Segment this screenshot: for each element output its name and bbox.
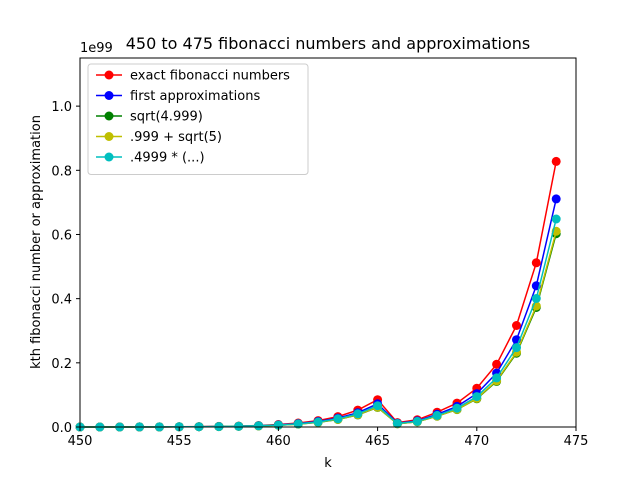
- legend-label: first approximations: [130, 89, 260, 104]
- data-point: [373, 401, 383, 411]
- data-point: [472, 392, 482, 402]
- y-tick-label: 1.0: [51, 100, 72, 115]
- legend-box: [87, 63, 309, 175]
- data-point: [551, 214, 561, 224]
- x-tick-label: 475: [564, 434, 589, 449]
- legend-item: exact fibonacci numbers: [96, 69, 290, 84]
- x-tick-label: 455: [167, 434, 192, 449]
- data-point: [254, 421, 264, 431]
- data-point: [313, 417, 323, 427]
- data-point: [392, 419, 402, 428]
- legend-marker: [104, 152, 114, 162]
- data-point: [551, 156, 561, 166]
- legend-marker: [104, 132, 114, 141]
- data-point: [492, 373, 502, 383]
- legend-label: sqrt(4.999): [130, 110, 203, 125]
- legend-item: first approximations: [96, 89, 260, 104]
- y-axis: 0.0 0.2 0.4 0.6 0.8 1.0: [51, 100, 80, 436]
- data-point: [353, 409, 363, 419]
- x-axis: 450 455 460 465 470 475: [68, 427, 589, 449]
- data-point: [432, 410, 442, 420]
- legend-label: .4999 * (...): [130, 151, 205, 166]
- chart-title: 450 to 475 fibonacci numbers and approxi…: [126, 34, 530, 53]
- y-tick-label: 0.6: [51, 228, 72, 243]
- legend-label: exact fibonacci numbers: [130, 69, 290, 84]
- legend-item: .4999 * (...): [96, 151, 205, 166]
- data-point: [551, 194, 561, 204]
- data-point: [531, 294, 541, 303]
- legend-marker: [104, 91, 114, 100]
- data-point: [512, 321, 521, 330]
- legend: exact fibonacci numbers first approximati…: [87, 63, 309, 175]
- axes-frame: [79, 57, 577, 428]
- data-point: [531, 258, 541, 268]
- legend-label: .999 + sqrt(5): [130, 130, 222, 145]
- legend-marker: [104, 111, 114, 121]
- data-point: [234, 421, 244, 431]
- legend-item: sqrt(4.999): [96, 110, 203, 125]
- y-tick-label: 0.2: [51, 357, 72, 372]
- x-tick-label: 450: [68, 434, 93, 449]
- data-point: [492, 359, 502, 369]
- data-point: [512, 343, 521, 353]
- legend-marker: [104, 70, 114, 80]
- data-point: [333, 414, 343, 424]
- data-point: [412, 416, 422, 426]
- y-tick-label: 0.8: [51, 164, 72, 179]
- y-tick-label: 0.0: [51, 421, 72, 436]
- x-tick-label: 470: [464, 434, 489, 449]
- data-point: [452, 403, 462, 413]
- x-tick-label: 460: [266, 434, 291, 449]
- y-axis-label: kth fibonacci number or approximation: [29, 115, 44, 369]
- data-point: [293, 419, 303, 429]
- legend-item: .999 + sqrt(5): [96, 130, 222, 145]
- y-offset-label: 1e99: [80, 41, 113, 56]
- x-axis-label: k: [324, 456, 332, 471]
- y-tick-label: 0.4: [51, 293, 72, 308]
- x-tick-label: 465: [365, 434, 390, 449]
